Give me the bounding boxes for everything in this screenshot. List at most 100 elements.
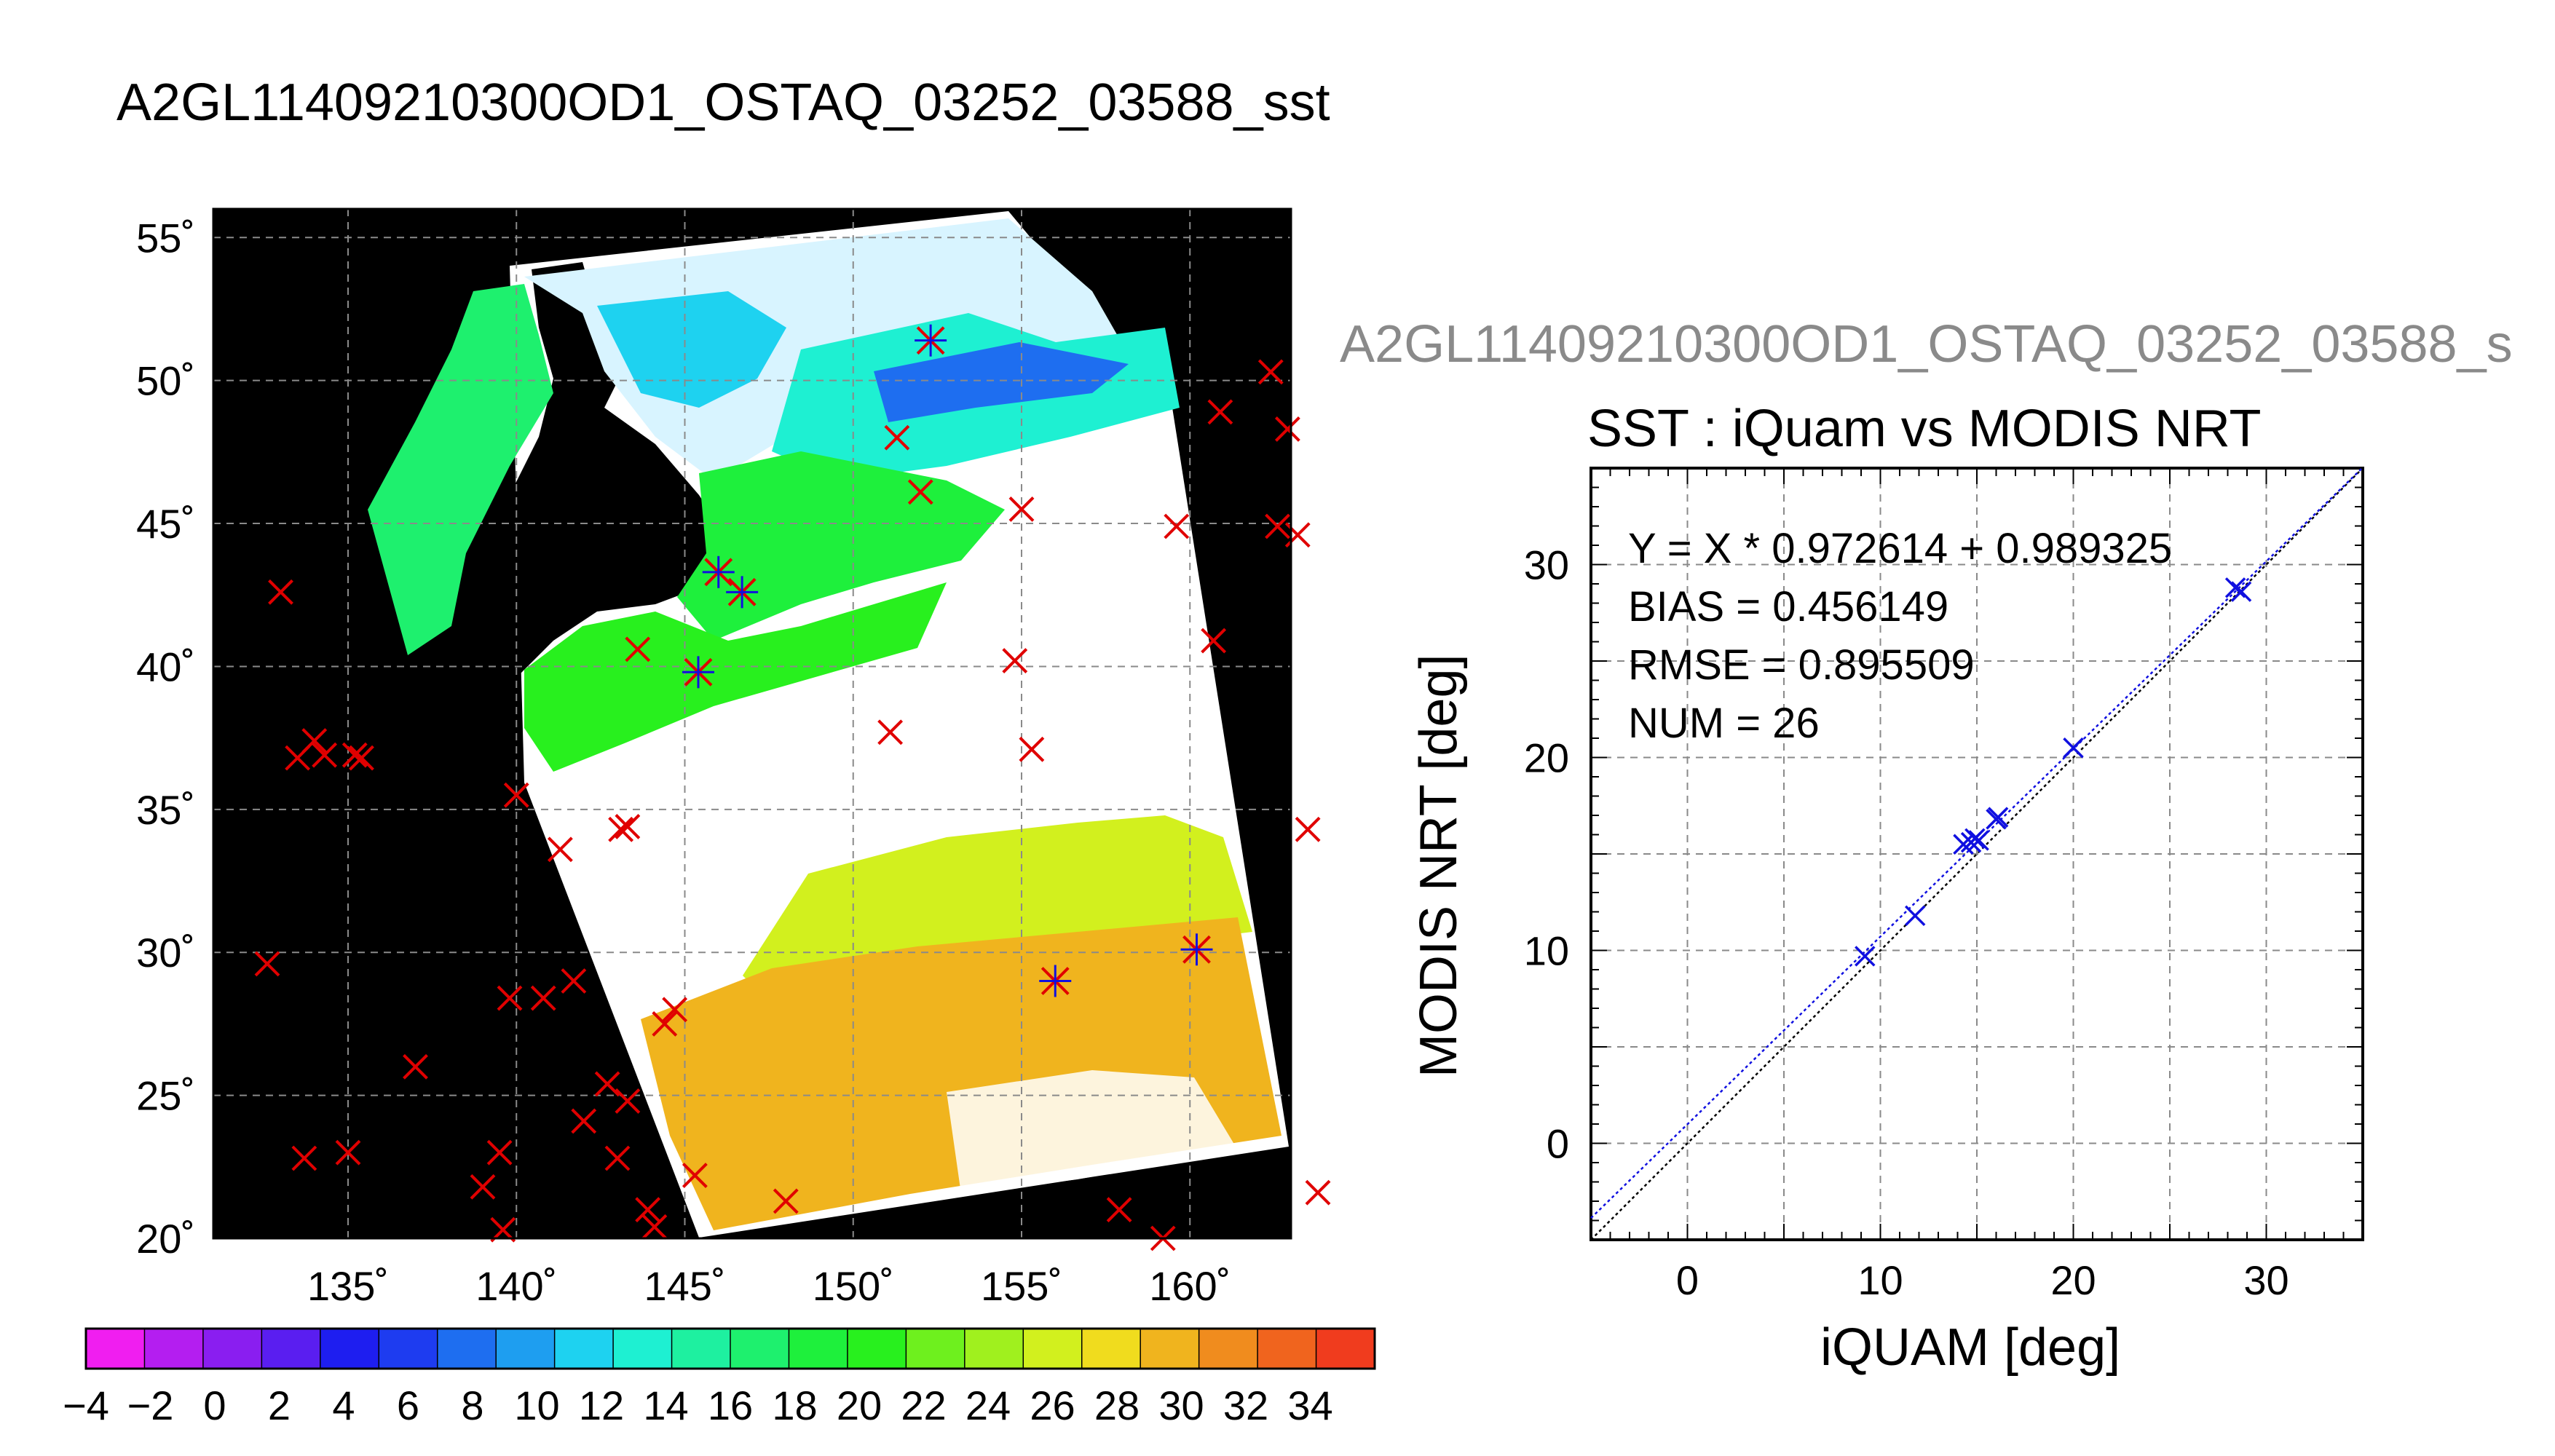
colorbar-segment: [144, 1329, 204, 1369]
map-markers: [254, 324, 1331, 1251]
scatter-y-tick: 20: [1524, 735, 1569, 781]
buoy-marker: [884, 424, 910, 451]
map-tick-labels: 135˚ 140˚ 145˚ 150˚ 155˚ 160˚ 55˚ 50˚ 45˚ 40˚ 35˚ 3…: [136, 215, 1231, 1309]
buoy-marker: [1164, 513, 1190, 539]
scatter-x-tick: 0: [1676, 1257, 1699, 1303]
num-label: NUM = 26: [1628, 700, 1820, 747]
buoy-marker: [635, 1197, 661, 1223]
sst-sea-of-japan: [368, 284, 553, 655]
buoy-marker: [547, 836, 573, 863]
buoy-marker: [285, 745, 311, 771]
colorbar-segment: [906, 1329, 965, 1369]
colorbar-segment: [261, 1329, 321, 1369]
scatter-point: [2063, 737, 2084, 759]
colorbar-label: 26: [1030, 1382, 1075, 1428]
colorbar-label: −4: [63, 1382, 109, 1428]
colorbar-frame: [84, 1327, 1376, 1370]
colorbar-label: 16: [708, 1382, 753, 1428]
matchup-marker: [1180, 933, 1213, 966]
colorbar-segment: [437, 1329, 497, 1369]
scatter-title: SST : iQuam vs MODIS NRT: [1587, 400, 2262, 458]
map-lat-label: 55˚: [136, 215, 195, 261]
bias-label: BIAS = 0.456149: [1628, 583, 1949, 630]
colorbar-segment: [671, 1329, 731, 1369]
colorbar-segment: [320, 1329, 379, 1369]
colorbar-segment: [379, 1329, 438, 1369]
map-title: A2GL11409210300OD1_OSTAQ_03252_03588_sst: [117, 74, 1330, 132]
sst-cloud-patch: [947, 1070, 1238, 1194]
buoy-marker: [268, 579, 293, 605]
colorbar-label: 0: [203, 1382, 226, 1428]
scatter-y-tick: 10: [1524, 928, 1569, 974]
sst-mixed-zone: [677, 451, 1005, 641]
buoy-marker: [1019, 736, 1045, 762]
colorbar-segment: [847, 1329, 907, 1369]
colorbar-segment: [1198, 1329, 1258, 1369]
map-lat-label: 20˚: [136, 1216, 195, 1262]
map-lat-label: 40˚: [136, 644, 195, 689]
colorbar-segment: [964, 1329, 1024, 1369]
sst-oyashio-cold: [874, 342, 1129, 422]
buoy-marker: [877, 719, 904, 745]
buoy-marker: [497, 985, 523, 1011]
buoy-marker: [571, 1108, 597, 1134]
buoy-marker: [1295, 816, 1321, 842]
buoy-marker: [470, 1174, 496, 1200]
scatter-x-tick: 10: [1857, 1257, 1903, 1303]
buoy-marker: [312, 742, 338, 768]
sst-cold-patch: [597, 291, 786, 408]
buoy-marker: [335, 1139, 361, 1166]
colorbar-segment: [1316, 1329, 1375, 1369]
colorbar-segment: [496, 1329, 556, 1369]
scatter-y-axis-label: MODIS NRT [deg]: [1410, 654, 1468, 1077]
colorbar-segment: [1257, 1329, 1317, 1369]
buoy-marker: [1305, 1179, 1331, 1206]
buoy-marker: [608, 816, 634, 842]
rmse-label: RMSE = 0.895509: [1628, 641, 1975, 689]
buoy-marker: [682, 1163, 708, 1189]
sst-kuroshio-ext: [524, 582, 947, 772]
colorbar-label: 32: [1223, 1382, 1268, 1428]
map-lon-label: 145˚: [644, 1263, 725, 1309]
scatter-x-tick: 20: [2050, 1257, 2096, 1303]
colorbar-label: 22: [901, 1382, 946, 1428]
scatter-x-tick: 30: [2243, 1257, 2289, 1303]
buoy-marker: [1008, 496, 1035, 522]
map-lat-label: 25˚: [136, 1073, 195, 1119]
colorbar-label: 12: [579, 1382, 624, 1428]
map-lat-label: 50˚: [136, 358, 195, 404]
matchup-marker: [702, 555, 735, 588]
colorbar-label: 18: [772, 1382, 817, 1428]
scatter-point: [1855, 946, 1876, 967]
scatter-point: [1964, 828, 1986, 850]
land-japan-north: [466, 262, 728, 684]
buoy-marker: [662, 997, 688, 1023]
colorbar-label: 2: [268, 1382, 291, 1428]
scatter-minor-ticks: [1590, 467, 2364, 1241]
map-frame: [212, 207, 1292, 1240]
buoy-marker: [604, 1145, 631, 1171]
colorbar-label: 20: [837, 1382, 882, 1428]
buoy-marker: [503, 782, 529, 808]
colorbar-label: 34: [1287, 1382, 1332, 1428]
colorbar-label: 4: [332, 1382, 355, 1428]
map-grid: [213, 209, 1291, 1239]
map-lon-label: 150˚: [813, 1263, 894, 1309]
scatter-point: [1904, 905, 1926, 927]
scatter-y-tick: 0: [1547, 1121, 1569, 1167]
buoy-marker: [1106, 1197, 1132, 1223]
buoy-marker: [1002, 648, 1028, 674]
map-lat-label: 45˚: [136, 501, 195, 547]
buoy-marker: [594, 1071, 620, 1097]
scatter-tick-labels: 0 10 20 30 0 10 20 30: [1524, 542, 2289, 1304]
colorbar-label: −2: [127, 1382, 174, 1428]
colorbar-segment: [554, 1329, 614, 1369]
map-lat-label: 30˚: [136, 930, 195, 976]
buoy-marker: [1207, 399, 1233, 425]
colorbar-label: 30: [1158, 1382, 1204, 1428]
buoy-marker: [615, 1088, 641, 1114]
buoy-marker: [1257, 359, 1284, 385]
sst-map: [212, 207, 1331, 1251]
buoy-marker: [530, 985, 556, 1011]
